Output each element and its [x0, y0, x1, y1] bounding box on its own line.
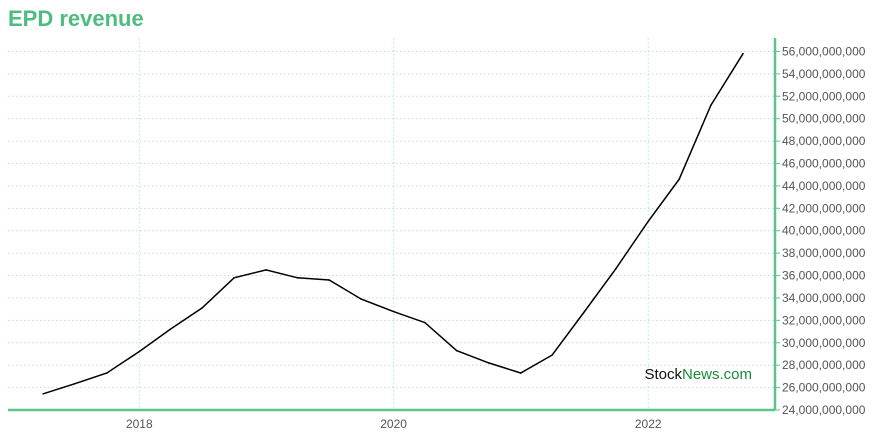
x-tick-label: 2020 — [380, 417, 407, 431]
data-point — [519, 372, 522, 374]
grid-lines — [8, 38, 775, 411]
watermark-stock: Stock — [644, 366, 682, 383]
y-tick-label: 54,000,000,000 — [782, 67, 866, 81]
data-point — [169, 328, 172, 331]
y-tick-label: 24,000,000,000 — [782, 403, 866, 417]
y-tick-label: 34,000,000,000 — [782, 291, 866, 305]
y-tick-label: 38,000,000,000 — [782, 246, 866, 260]
data-point — [742, 52, 744, 55]
data-point — [551, 354, 553, 356]
data-point — [296, 276, 299, 279]
y-axis-ticks: 24,000,000,000 26,000,000,000 28,000,000,0… — [775, 44, 866, 417]
data-point — [487, 362, 490, 364]
data-point — [138, 350, 140, 353]
data-point — [424, 321, 426, 324]
y-tick-label: 46,000,000,000 — [782, 156, 866, 170]
data-point — [265, 269, 267, 271]
y-tick-label: 30,000,000,000 — [782, 336, 866, 350]
watermark: StockNews.com — [644, 366, 752, 383]
data-point — [328, 279, 330, 281]
x-axis-ticks: 2018 2020 2022 — [126, 417, 662, 431]
watermark-news: News.com — [682, 366, 752, 383]
data-point — [647, 220, 649, 223]
y-tick-label: 40,000,000,000 — [782, 224, 866, 238]
x-tick-label: 2018 — [126, 417, 153, 431]
y-tick-label: 50,000,000,000 — [782, 112, 866, 126]
data-points — [42, 52, 744, 395]
y-tick-label: 42,000,000,000 — [782, 201, 866, 215]
x-tick-label: 2022 — [635, 417, 662, 431]
data-point — [392, 310, 395, 313]
data-point — [233, 276, 235, 279]
data-point — [678, 178, 681, 180]
y-tick-label: 44,000,000,000 — [782, 179, 866, 193]
y-tick-label: 26,000,000,000 — [782, 381, 866, 395]
chart-title: EPD revenue — [8, 6, 144, 31]
y-tick-label: 36,000,000,000 — [782, 269, 866, 283]
data-point — [106, 372, 108, 374]
data-point — [42, 392, 44, 395]
data-point — [710, 104, 712, 107]
y-tick-label: 52,000,000,000 — [782, 89, 866, 103]
y-tick-label: 28,000,000,000 — [782, 358, 866, 372]
data-point — [582, 311, 585, 314]
data-point — [74, 382, 76, 385]
data-point — [455, 349, 458, 352]
data-point — [615, 268, 617, 270]
y-tick-label: 48,000,000,000 — [782, 134, 866, 148]
data-point — [360, 298, 362, 300]
y-tick-label: 32,000,000,000 — [782, 313, 866, 327]
data-point — [201, 307, 203, 309]
y-tick-label: 56,000,000,000 — [782, 44, 866, 58]
